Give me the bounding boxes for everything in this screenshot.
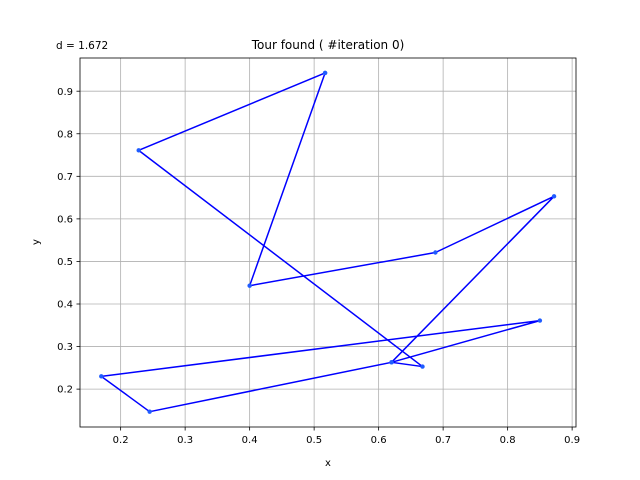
x-tick-label: 0.3 (177, 435, 193, 446)
tour-point (99, 374, 104, 379)
x-tick-label: 0.4 (242, 435, 258, 446)
x-tick-label: 0.2 (113, 435, 129, 446)
y-tick-label: 0.9 (57, 87, 73, 98)
grid (80, 58, 576, 427)
tour-point (322, 70, 328, 76)
chart-title: Tour found ( #iteration 0) (251, 38, 405, 52)
y-tick-label: 0.8 (57, 129, 73, 140)
y-axis-label: y (31, 239, 42, 245)
x-tick-label: 0.5 (306, 435, 322, 446)
distance-label: d = 1.672 (56, 40, 108, 52)
x-tick-label: 0.9 (564, 435, 580, 446)
x-tick-label: 0.6 (371, 435, 387, 446)
y-tick-label: 0.2 (57, 385, 73, 396)
tour-point (551, 194, 557, 199)
x-tick-label: 0.7 (435, 435, 451, 446)
tour-point (136, 148, 141, 153)
x-tick-label: 0.8 (500, 435, 516, 446)
tour-point (389, 360, 394, 365)
plot-frame (79, 57, 577, 428)
x-axis-label: x (325, 458, 331, 469)
y-tick-label: 0.5 (57, 257, 73, 268)
tour-point (537, 318, 543, 323)
tour-point (420, 364, 425, 369)
tour-series (99, 70, 557, 414)
x-axis-ticks: 0.2 0.3 0.4 0.5 0.6 0.7 0.8 0.9 (113, 427, 580, 446)
tour-point (247, 283, 252, 288)
y-tick-label: 0.6 (57, 214, 73, 225)
y-tick-label: 0.4 (57, 300, 73, 311)
y-tick-label: 0.3 (57, 342, 73, 353)
y-axis-ticks: 0.2 0.3 0.4 0.5 0.6 0.7 0.8 0.9 (57, 87, 80, 396)
y-tick-label: 0.7 (57, 172, 73, 183)
tour-point (147, 409, 152, 414)
tour-path (100, 72, 555, 413)
tour-point (433, 250, 438, 255)
